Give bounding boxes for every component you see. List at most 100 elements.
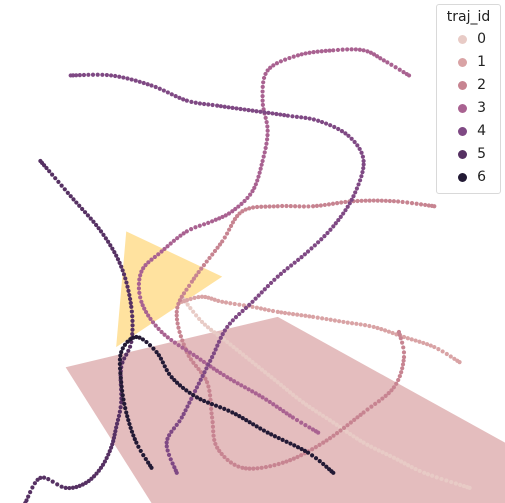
traj-3-point	[175, 236, 180, 241]
traj-0-point	[327, 418, 333, 423]
traj-6-point	[119, 380, 124, 385]
traj-3-point	[213, 217, 218, 222]
traj-1-point	[452, 356, 457, 361]
traj-4-point	[117, 74, 122, 79]
traj-2-point	[207, 255, 212, 261]
traj-1-series	[179, 294, 462, 365]
traj-4-point	[323, 121, 329, 126]
traj-2-point	[236, 464, 241, 469]
traj-2-point	[210, 424, 216, 429]
traj-4-point	[294, 114, 299, 119]
traj-0-point	[297, 397, 302, 402]
traj-5-point	[109, 445, 114, 450]
traj-4-point	[71, 73, 76, 78]
traj-2-point	[178, 334, 183, 339]
traj-3-point	[263, 115, 268, 120]
legend-label: 3	[477, 100, 486, 116]
traj-2-point	[198, 370, 204, 375]
traj-2-point	[263, 464, 269, 470]
traj-0-point	[259, 367, 265, 372]
traj-0-point	[228, 342, 233, 347]
traj-5-point	[101, 232, 106, 237]
traj-3-point	[242, 385, 248, 390]
traj-4-point	[278, 112, 283, 117]
traj-3-point	[246, 387, 251, 392]
traj-6-point	[321, 461, 326, 467]
traj-3-point	[255, 178, 260, 183]
traj-2-point	[196, 366, 201, 372]
traj-6-point	[258, 426, 263, 431]
traj-2-point	[394, 381, 399, 386]
traj-1-point	[250, 304, 255, 309]
traj-5-point	[77, 203, 82, 208]
traj-3-point	[250, 189, 255, 194]
traj-2-point	[175, 305, 180, 310]
traj-2-point	[174, 313, 179, 318]
traj-4-point	[218, 104, 223, 109]
traj-3-point	[136, 281, 142, 286]
traj-5-point	[94, 222, 99, 228]
traj-4-point	[290, 114, 295, 119]
traj-2-point	[330, 201, 336, 206]
traj-2-point	[267, 204, 272, 209]
traj-6-point	[158, 356, 164, 361]
traj-3-point	[263, 145, 268, 151]
traj-5-point	[55, 482, 60, 487]
traj-6-point	[310, 453, 315, 458]
traj-3-point	[169, 337, 174, 343]
traj-0-point	[281, 385, 287, 390]
traj-1-point	[184, 298, 190, 303]
traj-4-point	[316, 240, 321, 245]
traj-5-point	[114, 421, 120, 426]
traj-2-point	[371, 198, 376, 203]
traj-4-point	[179, 415, 184, 420]
traj-4-point	[361, 166, 366, 171]
traj-6-point	[120, 346, 125, 351]
traj-5-point	[130, 323, 135, 328]
traj-4-point	[169, 92, 174, 97]
traj-2-point	[220, 239, 225, 244]
traj-0-point	[199, 319, 205, 325]
traj-4-point	[165, 90, 170, 95]
traj-3-point	[257, 393, 262, 398]
traj-2-point	[288, 203, 293, 209]
traj-5-point	[65, 190, 70, 195]
traj-4-point	[302, 252, 307, 257]
traj-5-point	[53, 176, 58, 181]
traj-3-point	[153, 323, 158, 328]
traj-4-point	[240, 308, 245, 314]
traj-1-point	[375, 325, 380, 331]
traj-3-point	[311, 50, 316, 55]
legend-label: 5	[477, 146, 486, 162]
traj-4-point	[250, 299, 255, 304]
traj-0-series	[179, 294, 472, 491]
traj-3-point	[228, 377, 233, 382]
traj-0-point	[361, 440, 366, 445]
traj-3-point	[172, 340, 177, 345]
traj-1-point	[436, 346, 441, 352]
traj-4-point	[181, 97, 186, 102]
traj-6-point	[244, 418, 249, 423]
traj-0-point	[344, 429, 349, 434]
traj-0-point	[354, 436, 359, 441]
traj-3-point	[315, 49, 320, 54]
traj-4-point	[230, 318, 235, 323]
traj-4-point	[166, 452, 172, 458]
traj-3-point	[239, 383, 244, 388]
traj-6-point	[194, 395, 200, 400]
traj-1-point	[311, 314, 316, 319]
traj-6-point	[127, 421, 132, 427]
traj-4-point	[270, 111, 275, 116]
traj-3-point	[374, 54, 380, 59]
traj-4-point	[173, 94, 178, 99]
traj-4-point	[109, 73, 114, 78]
traj-3-point	[187, 350, 193, 355]
traj-3-point	[294, 417, 300, 423]
traj-3-point	[261, 154, 266, 159]
traj-1-point	[379, 327, 384, 332]
traj-0-point	[388, 453, 393, 458]
traj-3-point	[137, 290, 142, 295]
traj-3-point	[307, 425, 312, 430]
traj-0-point	[197, 316, 202, 321]
traj-3-point	[274, 404, 279, 409]
